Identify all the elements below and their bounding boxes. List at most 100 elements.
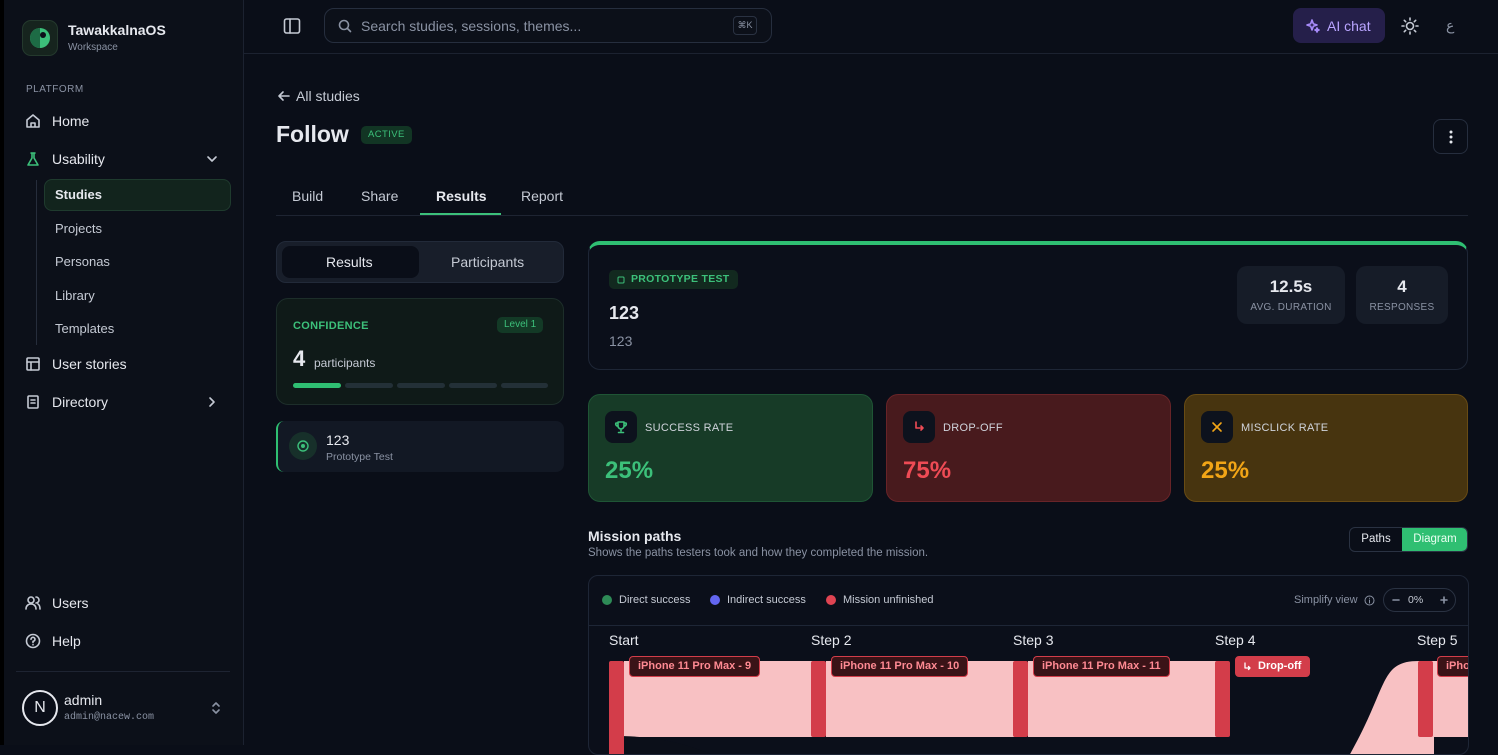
avatar[interactable]: N xyxy=(22,690,58,726)
zoom-in[interactable] xyxy=(1440,596,1448,604)
theme-toggle[interactable] xyxy=(1401,17,1419,35)
flow-edge xyxy=(624,736,713,754)
logo-mark xyxy=(30,28,50,48)
chevron-right[interactable] xyxy=(206,396,218,408)
progress-segment xyxy=(449,383,497,388)
subnav-item[interactable]: Personas xyxy=(55,254,110,269)
metric-icon xyxy=(903,411,935,443)
summary-title: 123 xyxy=(609,303,640,323)
kebab-icon xyxy=(1449,130,1453,144)
info-icon xyxy=(1364,595,1375,606)
workspace-label: Workspace xyxy=(68,42,118,53)
metric-icon xyxy=(1201,411,1233,443)
search-icon xyxy=(338,19,352,33)
tab-active[interactable]: Results xyxy=(436,188,487,204)
stat-box: 4 RESPONSES xyxy=(1356,266,1448,324)
node-bar xyxy=(1013,661,1028,737)
legend-dot xyxy=(602,595,612,605)
path-node[interactable]: iPhone 11 Pro Max - 11 xyxy=(1033,656,1170,677)
view-option-active[interactable]: Diagram xyxy=(1402,528,1467,551)
search-box[interactable]: Search studies, sessions, themes... ⌘K xyxy=(324,8,772,43)
legend-label: Indirect success xyxy=(727,594,806,606)
legend-label: Mission unfinished xyxy=(843,594,934,606)
nav-item[interactable]: Help xyxy=(52,633,81,649)
subnav-line xyxy=(36,180,37,345)
section-title: Mission paths xyxy=(588,528,682,544)
path-node[interactable]: iPhone 11 Pro Max - 10 xyxy=(831,656,969,677)
stories-icon xyxy=(26,357,40,371)
ai-chat-button[interactable]: AI chat xyxy=(1293,8,1385,43)
user-menu-chevron[interactable] xyxy=(210,700,222,716)
progress-segment xyxy=(397,383,445,388)
subnav-item[interactable]: Projects xyxy=(55,221,102,236)
sidebar-toggle[interactable] xyxy=(283,17,301,35)
stat-label: AVG. DURATION xyxy=(1250,302,1332,313)
more-button[interactable] xyxy=(1433,119,1468,154)
view-toggle: Paths Diagram xyxy=(1349,527,1468,552)
target-icon xyxy=(297,440,309,452)
section-label: PLATFORM xyxy=(26,84,84,95)
chevron-down[interactable] xyxy=(206,153,218,165)
zoom-value: 0% xyxy=(1408,594,1424,606)
toggle-option[interactable]: Results xyxy=(326,254,373,270)
directory-icon xyxy=(27,395,39,409)
metric-icon xyxy=(605,411,637,443)
divider xyxy=(16,671,230,672)
dropoff-node[interactable]: Drop-off xyxy=(1235,656,1311,677)
stat-box: 12.5s AVG. DURATION xyxy=(1237,266,1345,324)
toggle-option[interactable]: Participants xyxy=(451,254,525,270)
metric-label: SUCCESS RATE xyxy=(645,422,734,434)
sidebar: TawakkalnaOS Workspace PLATFORM Home Usa… xyxy=(4,0,244,745)
x-icon xyxy=(1212,422,1222,432)
tab[interactable]: Share xyxy=(361,188,399,204)
task-icon xyxy=(289,432,317,460)
path-node[interactable]: iPhone 11 Pro Max - 9 xyxy=(629,656,761,677)
subnav-item[interactable]: Library xyxy=(55,288,95,303)
metric-value: 75% xyxy=(903,457,952,484)
language-toggle[interactable]: ع xyxy=(1446,17,1455,33)
tab-divider xyxy=(276,215,1468,216)
path-node[interactable]: iPho xyxy=(1437,656,1468,677)
tab[interactable]: Build xyxy=(292,188,324,204)
trophy-icon xyxy=(614,421,628,434)
stat-value: 12.5s xyxy=(1269,277,1313,296)
stat-value: 4 xyxy=(1397,277,1407,296)
ai-chat-label: AI chat xyxy=(1327,18,1371,34)
metric-value: 25% xyxy=(1201,457,1250,484)
nav-item[interactable]: User stories xyxy=(52,356,127,372)
flow xyxy=(1350,661,1434,754)
subnav-item[interactable]: Studies xyxy=(55,187,102,202)
nav-item[interactable]: Home xyxy=(52,113,90,129)
back-link[interactable]: All studies xyxy=(296,88,360,104)
node-bar xyxy=(811,661,826,737)
brand-name: TawakkalnaOS xyxy=(68,22,166,38)
zoom-out[interactable] xyxy=(1392,599,1400,601)
nav-item[interactable]: Usability xyxy=(52,151,105,167)
task-type: Prototype Test xyxy=(326,451,393,463)
tab[interactable]: Report xyxy=(521,188,564,204)
status-badge: ACTIVE xyxy=(361,126,412,144)
confidence-label: CONFIDENCE xyxy=(293,320,369,332)
view-option[interactable]: Paths xyxy=(1361,533,1391,545)
step-label: Start xyxy=(609,632,639,648)
progress-segment xyxy=(293,383,341,388)
nav-item[interactable]: Directory xyxy=(52,394,109,410)
confidence-card: CONFIDENCE Level 1 4 participants xyxy=(276,298,564,405)
search-placeholder: Search studies, sessions, themes... xyxy=(361,18,582,34)
metric-label: DROP-OFF xyxy=(943,422,1003,434)
metric-label: MISCLICK RATE xyxy=(1241,422,1329,434)
task-name: 123 xyxy=(326,432,350,448)
subnav-item[interactable]: Templates xyxy=(55,321,115,336)
back-arrow xyxy=(278,91,290,101)
divider xyxy=(589,625,1468,626)
nav-item[interactable]: Users xyxy=(52,595,89,611)
task-item[interactable]: 123 Prototype Test xyxy=(276,421,564,472)
help-icon xyxy=(25,633,41,649)
results-toggle: Results Participants xyxy=(276,241,564,283)
toggle-active-bg xyxy=(282,246,419,278)
step-label: Step 4 xyxy=(1215,632,1256,648)
step-label: Step 3 xyxy=(1013,632,1054,648)
usability-icon xyxy=(27,152,39,166)
